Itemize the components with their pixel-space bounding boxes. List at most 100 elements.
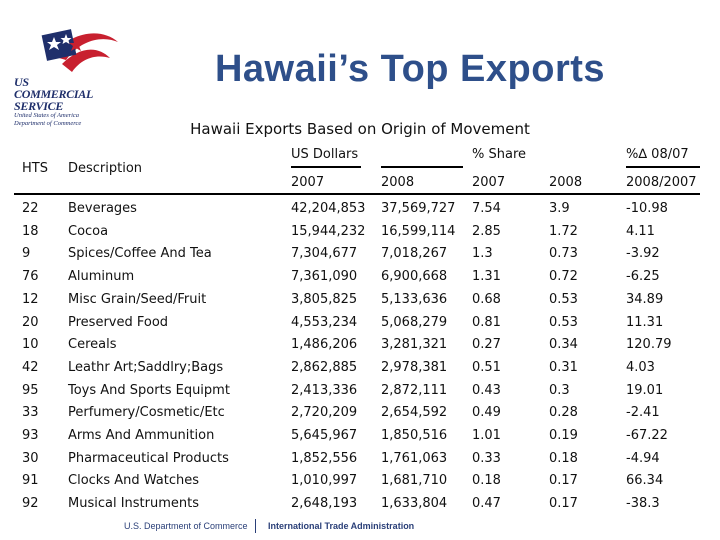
header-rule-usd-b — [381, 166, 463, 168]
table-cell-usd2007: 2,648,193 — [291, 496, 358, 512]
table-cell-share2008: 0.53 — [549, 291, 578, 307]
table-cell-usd2008: 2,978,381 — [381, 359, 448, 375]
table-cell-share2008: 0.18 — [549, 450, 578, 466]
table-cell-usd2007: 1,486,206 — [291, 337, 358, 353]
table-cell-share2007: 0.68 — [472, 291, 501, 307]
table-cell-desc: Leathr Art;Saddlry;Bags — [68, 359, 224, 375]
footer-separator — [255, 519, 256, 533]
table-cell-change: 4.11 — [626, 223, 655, 239]
table-cell-usd2007: 7,361,090 — [291, 269, 358, 285]
table-cell-usd2007: 2,720,209 — [291, 405, 358, 421]
logo-line-2: COMMERCIAL — [14, 87, 94, 101]
table-cell-hts: 18 — [22, 223, 39, 239]
table-cell-usd2008: 5,068,279 — [381, 314, 448, 330]
table-cell-share2007: 0.18 — [472, 473, 501, 489]
table-cell-usd2007: 7,304,677 — [291, 246, 358, 262]
table-cell-hts: 91 — [22, 473, 39, 489]
table-cell-hts: 93 — [22, 428, 39, 444]
table-cell-change: 66.34 — [626, 473, 664, 489]
table-cell-usd2007: 5,645,967 — [291, 428, 358, 444]
footer: U.S. Department of Commerce Internationa… — [0, 519, 720, 535]
table-cell-share2007: 0.47 — [472, 496, 501, 512]
table-cell-change: 11.31 — [626, 314, 664, 330]
header-2008-usd: 2008 — [381, 175, 415, 190]
table-cell-share2008: 3.9 — [549, 201, 570, 216]
table-cell-hts: 10 — [22, 337, 39, 353]
header-description: Description — [68, 161, 143, 176]
table-cell-usd2008: 7,018,267 — [381, 246, 448, 262]
table-cell-share2007: 0.43 — [472, 382, 501, 398]
table-cell-hts: 12 — [22, 291, 39, 307]
table-cell-usd2008: 1,850,516 — [381, 428, 448, 444]
table-cell-change: -2.41 — [626, 405, 660, 421]
column-description: Beverages Cocoa Spices/Coffee And Tea Alumi… — [68, 198, 230, 516]
table-cell-usd2007: 4,553,234 — [291, 314, 358, 330]
header-hts: HTS — [22, 161, 48, 176]
header-pct-change: %∆ 08/07 — [626, 147, 689, 162]
table-cell-desc: Clocks And Watches — [68, 473, 199, 489]
table-cell-share2008: 0.28 — [549, 405, 578, 421]
table-cell-hts: 9 — [22, 246, 31, 262]
header-rule-usd-a — [291, 166, 361, 168]
table-cell-usd2007: 2,862,885 — [291, 359, 358, 375]
table-cell-share2008: 0.17 — [549, 473, 578, 489]
header-bottom-rule — [14, 193, 700, 195]
table-cell-change: -67.22 — [626, 428, 668, 444]
table-cell-usd2007: 1,852,556 — [291, 450, 358, 466]
header-2007-share: 2007 — [472, 175, 506, 190]
table-cell-usd2008: 1,681,710 — [381, 473, 448, 489]
table-cell-desc: Toys And Sports Equipmt — [68, 382, 230, 398]
logo-line-1: US — [14, 75, 29, 89]
table-cell-desc: Preserved Food — [68, 314, 169, 330]
page-title: Hawaii’s Top Exports — [214, 48, 606, 90]
header-us-dollars: US Dollars — [291, 147, 359, 162]
table-cell-change: -38.3 — [626, 496, 660, 512]
header-rule-change — [626, 166, 700, 168]
table-cell-hts: 20 — [22, 314, 39, 330]
table-cell-change: 34.89 — [626, 291, 664, 307]
column-change: -10.98 4.11 -3.92 -6.25 34.89 11.31 120.79 4.03… — [626, 198, 672, 516]
column-usd-2007: 42,204,853 15,944,232 7,304,677 7,361,090 3,… — [291, 198, 365, 516]
table-cell-change: -6.25 — [626, 269, 660, 285]
table-cell-share2007: 2.85 — [472, 223, 501, 239]
table-cell-share2008: 0.3 — [549, 382, 570, 398]
table-cell-hts: 95 — [22, 382, 39, 398]
table-cell-share2008: 1.72 — [549, 223, 578, 239]
column-share-2008: 3.9 1.72 0.73 0.72 0.53 0.53 0.34 0.31 0.3 0.28 0.… — [549, 198, 578, 516]
table-cell-desc: Cocoa — [68, 223, 109, 239]
column-usd-2008: 37,569,727 16,599,114 7,018,267 6,900,668 5,… — [381, 198, 455, 516]
table-cell-share2007: 1.31 — [472, 269, 501, 285]
table-cell-change: 4.03 — [626, 359, 655, 375]
table-cell-change: 120.79 — [626, 337, 672, 353]
table-cell-hts: 22 — [22, 201, 39, 216]
table-cell-change: -4.94 — [626, 450, 660, 466]
table-cell-usd2008: 1,761,063 — [381, 450, 448, 466]
table-cell-share2007: 0.27 — [472, 337, 501, 353]
table-cell-desc: Beverages — [68, 201, 137, 216]
table-cell-share2008: 0.19 — [549, 428, 578, 444]
table-cell-share2007: 7.54 — [472, 201, 501, 216]
us-commercial-service-logo: US COMMERCIAL SERVICE United States of A… — [14, 28, 124, 132]
table-cell-desc: Cereals — [68, 337, 117, 353]
table-cell-share2008: 0.73 — [549, 246, 578, 262]
table-cell-share2008: 0.34 — [549, 337, 578, 353]
footer-ita: International Trade Administration — [268, 521, 415, 531]
table-cell-usd2007: 1,010,997 — [291, 473, 358, 489]
page-subtitle: Hawaii Exports Based on Origin of Moveme… — [190, 120, 530, 138]
table-cell-change: -10.98 — [626, 201, 668, 216]
table-cell-desc: Perfumery/Cosmetic/Etc — [68, 405, 225, 421]
table-cell-share2007: 0.49 — [472, 405, 501, 421]
table-cell-hts: 33 — [22, 405, 39, 421]
table-cell-share2008: 0.72 — [549, 269, 578, 285]
header-2007-usd: 2007 — [291, 175, 325, 190]
header-pct-share: % Share — [472, 147, 526, 162]
table-cell-change: -3.92 — [626, 246, 660, 262]
table-cell-desc: Aluminum — [68, 269, 135, 285]
table-cell-share2007: 0.33 — [472, 450, 501, 466]
table-cell-usd2008: 5,133,636 — [381, 291, 448, 307]
table-cell-hts: 42 — [22, 359, 39, 375]
table-cell-desc: Spices/Coffee And Tea — [68, 246, 212, 262]
table-cell-usd2007: 15,944,232 — [291, 223, 366, 239]
header-2008-share: 2008 — [549, 175, 583, 190]
table-cell-usd2008: 16,599,114 — [381, 223, 456, 239]
